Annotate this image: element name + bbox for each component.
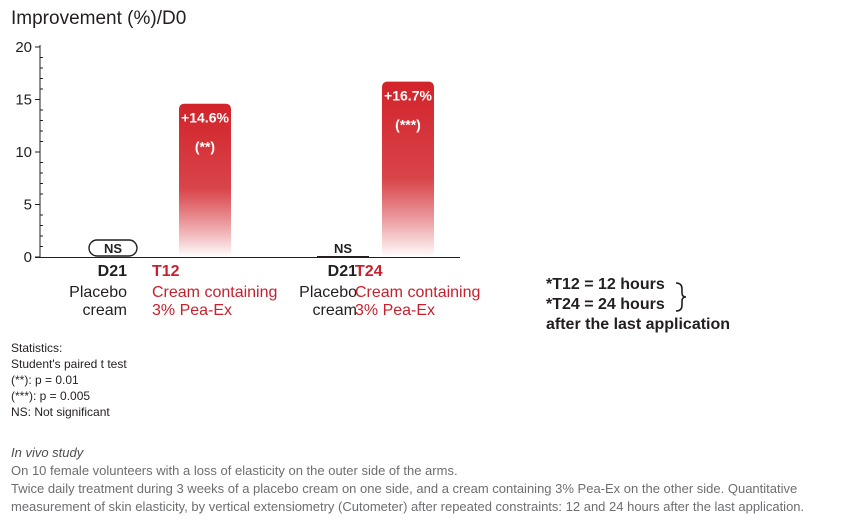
y-tick-label: 0 [24,249,32,266]
y-tick-label: 20 [15,39,32,56]
category-label-line: cream [82,302,127,319]
category-label-line: Cream containing [152,284,278,301]
study-title: In vivo study [11,445,84,460]
category-label-line: Placebo [299,284,357,301]
y-tick-label: 10 [15,144,32,161]
ns-label: NS [104,241,122,256]
time-key: *T12 = 12 hours *T24 = 24 hours after th… [546,275,730,335]
category-code: T12 [152,263,180,280]
category-label-line: Cream containing [355,284,481,301]
y-tick-label: 15 [15,92,32,109]
key-line-t12: *T12 = 12 hours [546,276,665,293]
bar [179,103,231,257]
category-label-line: 3% Pea-Ex [152,302,233,319]
key-line-after: after the last application [546,316,731,333]
stats-line-3: (***): p = 0.005 [11,389,91,403]
bar [382,81,434,258]
y-tick-label: 5 [24,197,32,214]
category-code: D21 [327,263,357,280]
data-label: +14.6% [181,110,229,126]
study-line-2: Twice daily treatment during 3 weeks of … [11,481,805,514]
significance-label: (**) [195,139,215,155]
category-code: D21 [97,263,127,280]
ns-label: NS [334,241,352,256]
data-label: +16.7% [384,88,432,104]
significance-label: (***) [395,117,421,133]
study-description: In vivo study On 10 female volunteers wi… [11,444,846,516]
bar-chart: 0 5 10 15 20 NS +14.6% (**) NS +16.7% (***) [15,39,460,266]
category-label-line: Placebo [69,284,127,301]
stats-title: Statistics: [11,341,63,355]
category-label-line: cream [312,302,357,319]
stats-line-2: (**): p = 0.01 [11,373,79,387]
category-label-line: 3% Pea-Ex [355,302,436,319]
stats-line-4: NS: Not significant [11,405,110,419]
y-axis-label: Improvement (%)/D0 [11,8,187,29]
ns-badge [88,239,138,257]
study-line-1: On 10 female volunteers with a loss of e… [11,463,458,478]
key-line-t24: *T24 = 24 hours [546,296,665,313]
category-code: T24 [355,263,383,280]
statistics-block: Statistics: Student's paired t test (**)… [11,340,127,420]
stats-line-1: Student's paired t test [11,357,127,371]
key-brace [675,282,687,312]
